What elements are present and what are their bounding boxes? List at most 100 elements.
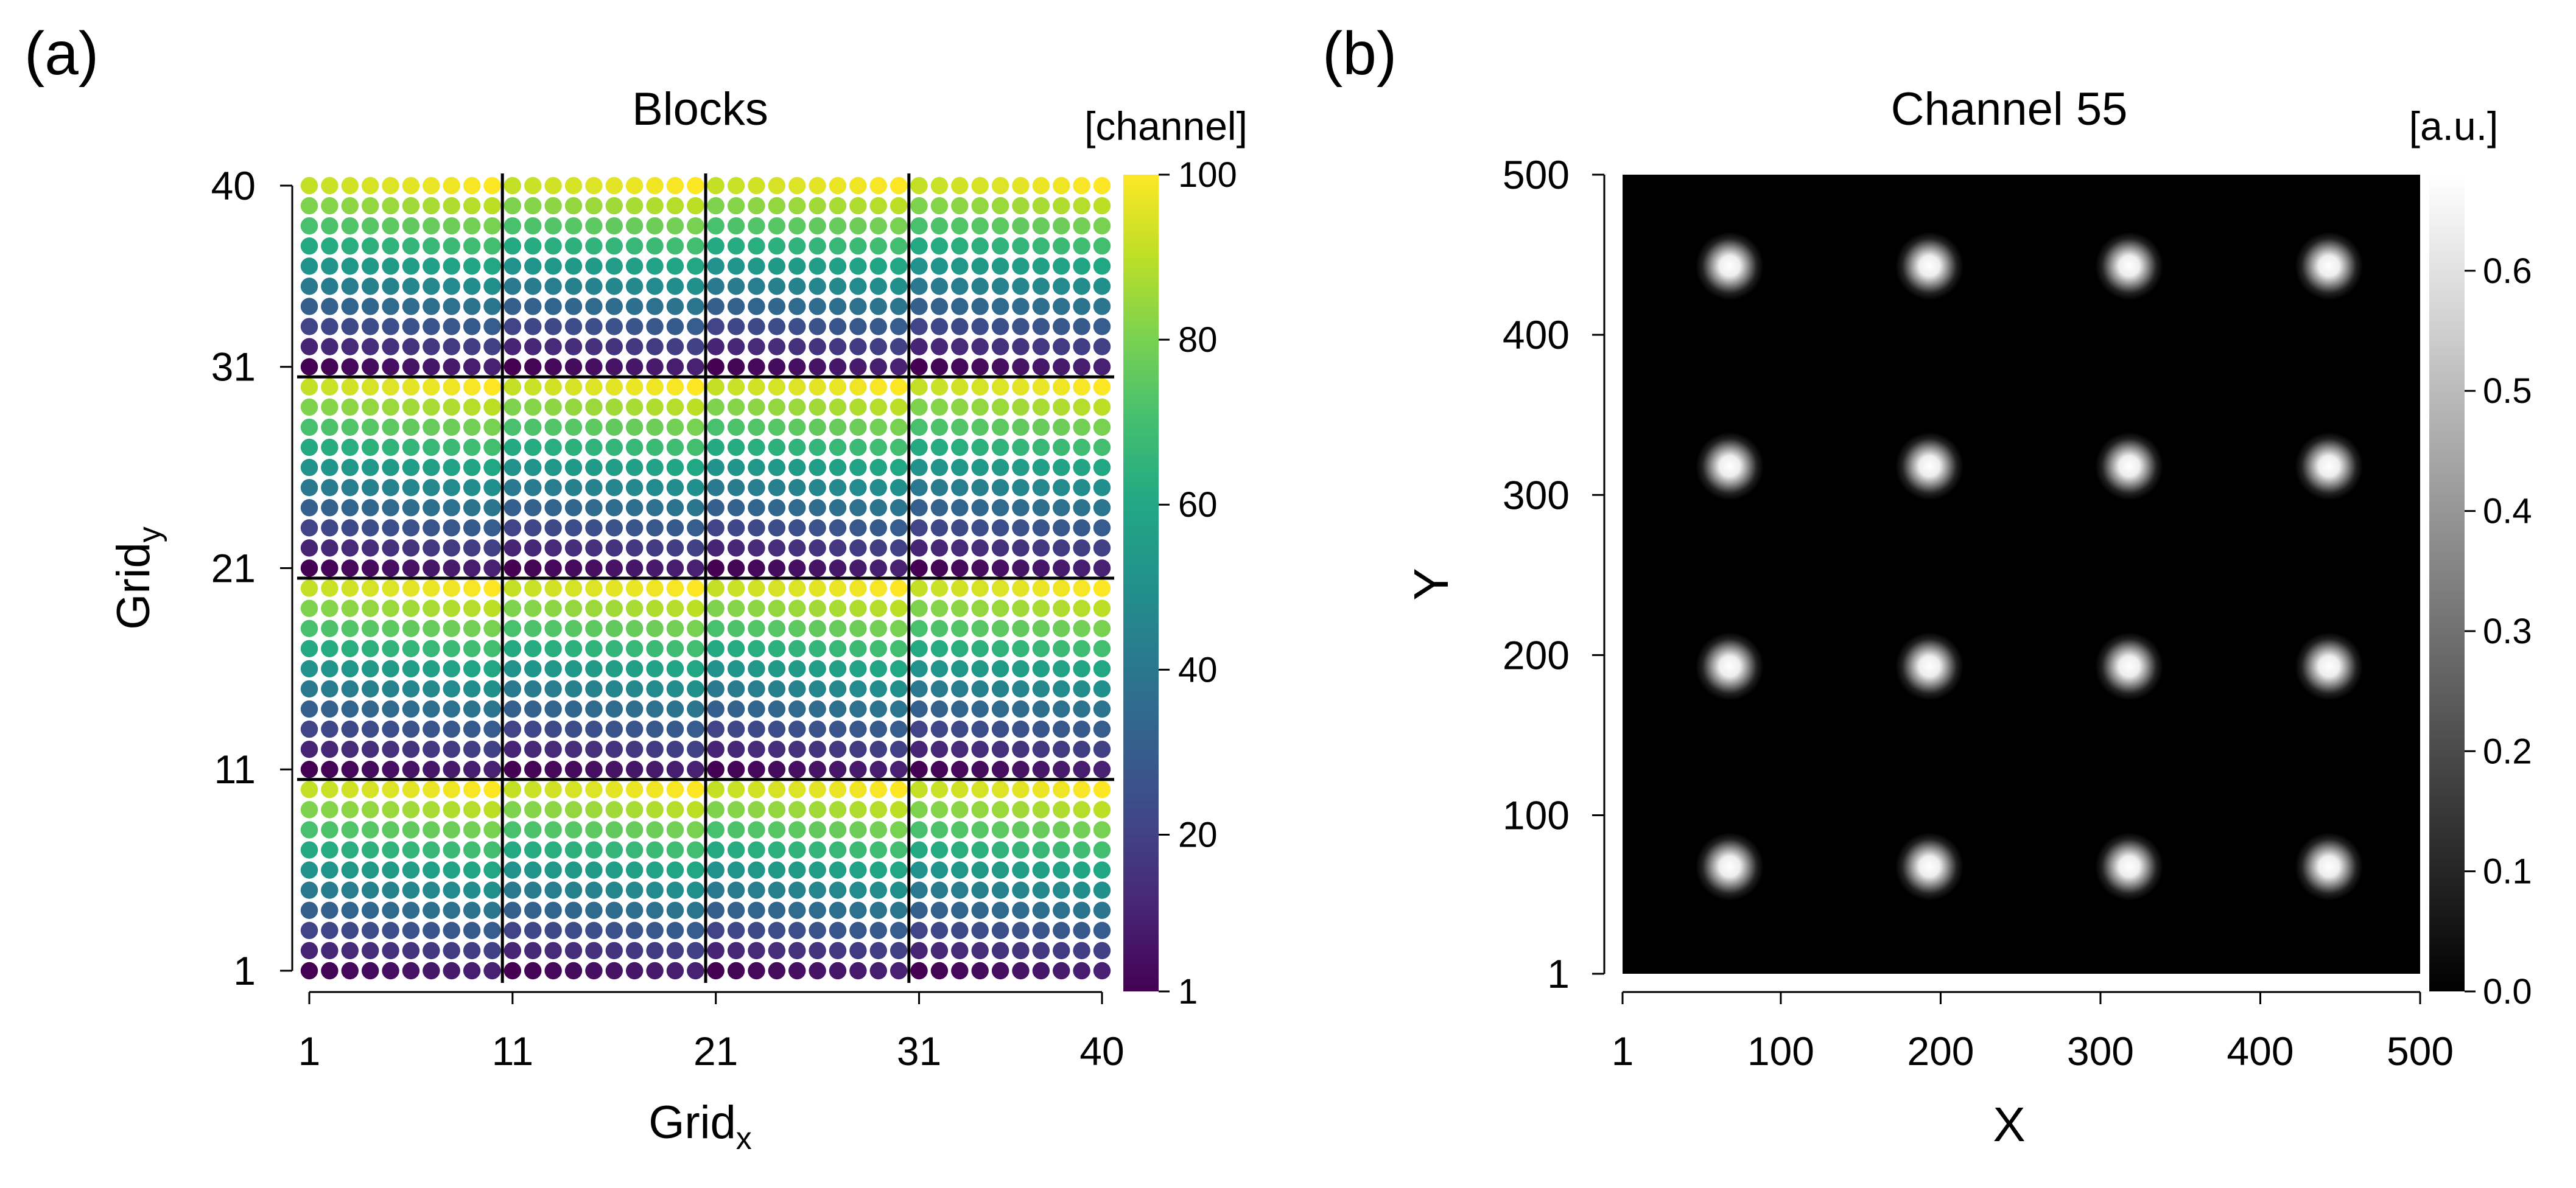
scatter-point: [605, 217, 623, 235]
scatter-point: [809, 318, 826, 335]
x-axis-b: 1 100 200 300 400 500: [1612, 991, 2454, 1074]
scatter-point: [443, 519, 460, 537]
scatter-point: [991, 660, 1009, 678]
scatter-point: [971, 298, 989, 315]
scatter-point: [1012, 318, 1030, 335]
scatter-point: [687, 841, 704, 859]
scatter-point: [625, 841, 644, 859]
scatter-point: [646, 378, 664, 396]
scatter-point: [1073, 358, 1090, 376]
scatter-point: [1032, 962, 1050, 980]
scatter-point: [300, 599, 318, 617]
y-tick-label: 1: [233, 948, 256, 993]
scatter-point: [910, 458, 928, 477]
scatter-point: [707, 599, 725, 617]
colorbar-tick-label: 60: [1178, 485, 1218, 525]
scatter-point: [748, 801, 765, 819]
scatter-point: [402, 841, 420, 859]
scatter-point: [544, 318, 562, 335]
scatter-point: [1032, 298, 1050, 315]
scatter-point: [483, 519, 501, 537]
scatter-point: [382, 418, 399, 436]
scatter-point: [585, 458, 603, 477]
scatter-point: [361, 861, 379, 879]
scatter-point: [951, 338, 969, 355]
scatter-point: [605, 237, 623, 255]
scatter-point: [930, 761, 949, 778]
scatter-point: [1053, 700, 1070, 718]
scatter-point: [707, 237, 725, 255]
scatter-point: [687, 962, 704, 980]
x-tick-label: 40: [1079, 1029, 1124, 1074]
scatter-point: [321, 237, 339, 255]
scatter-point: [524, 278, 542, 295]
scatter-point: [869, 599, 887, 617]
scatter-point: [402, 579, 420, 597]
scatter-point: [646, 781, 664, 798]
scatter-point: [1032, 519, 1050, 537]
scatter-point: [951, 237, 969, 255]
scatter-point: [707, 499, 725, 517]
scatter-point: [666, 599, 684, 617]
scatter-point: [605, 298, 623, 315]
scatter-point: [321, 176, 339, 195]
scatter-point: [625, 237, 644, 255]
scatter-point: [1012, 217, 1030, 235]
scatter-point: [625, 801, 644, 819]
scatter-point: [564, 660, 583, 678]
scatter-point: [321, 318, 339, 335]
scatter-point: [829, 881, 847, 899]
scatter-point: [1032, 398, 1050, 416]
scatter-point: [707, 418, 725, 436]
scatter-point: [504, 438, 522, 456]
scatter-point: [483, 720, 501, 738]
scatter-point: [1073, 921, 1090, 940]
scatter-point: [625, 599, 644, 617]
scatter-point: [687, 478, 704, 497]
scatter-point: [341, 660, 359, 678]
scatter-point: [829, 640, 847, 657]
scatter-point: [1053, 338, 1070, 355]
scatter-point: [748, 881, 765, 899]
scatter-point: [1053, 821, 1070, 839]
scatter-point: [829, 599, 847, 617]
scatter-point: [1032, 176, 1050, 195]
x-axis-a: 1 11 21 31 40: [298, 991, 1125, 1074]
scatter-point: [890, 318, 908, 335]
scatter-point: [1053, 579, 1070, 597]
scatter-point: [849, 660, 867, 678]
scatter-point: [971, 176, 989, 195]
scatter-point: [809, 338, 826, 355]
scatter-point: [544, 458, 562, 477]
scatter-point: [463, 700, 481, 718]
scatter-point: [402, 338, 420, 355]
scatter-point: [625, 217, 644, 235]
scatter-point: [524, 881, 542, 899]
scatter-point: [890, 740, 908, 758]
scatter-point: [382, 861, 399, 879]
scatter-point: [1053, 720, 1070, 738]
scatter-point: [707, 761, 725, 778]
scatter-point: [768, 298, 786, 315]
scatter-point: [890, 660, 908, 678]
scatter-point: [564, 801, 583, 819]
scatter-point: [463, 740, 481, 758]
scatter-point: [423, 579, 440, 597]
scatter-point: [585, 499, 603, 517]
scatter-point: [300, 942, 318, 960]
scatter-point: [625, 418, 644, 436]
scatter-point: [402, 620, 420, 637]
scatter-point: [585, 821, 603, 839]
scatter-point: [971, 680, 989, 698]
scatter-point: [524, 378, 542, 396]
scatter-point: [524, 257, 542, 275]
scatter-point: [483, 237, 501, 255]
scatter-point: [504, 579, 522, 597]
scatter-point: [748, 740, 765, 758]
scatter-point: [768, 418, 786, 436]
scatter-point: [971, 338, 989, 355]
scatter-point: [1053, 901, 1070, 919]
scatter-point: [666, 962, 684, 980]
scatter-point: [1093, 680, 1111, 698]
scatter-point: [463, 881, 481, 899]
